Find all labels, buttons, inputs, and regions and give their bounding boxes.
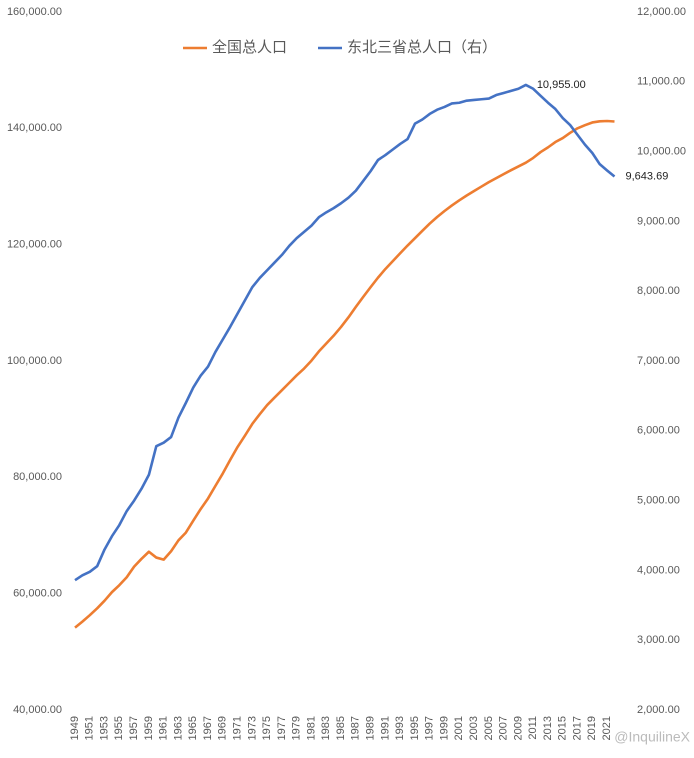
x-tick-label: 1949 [69,716,81,740]
y-tick-label: 80,000.00 [13,471,62,483]
legend-label: 东北三省总人口（右） [347,39,497,56]
y2-tick-label: 8,000.00 [637,285,680,297]
x-tick-label: 2019 [586,716,598,740]
x-tick-label: 1955 [113,716,125,740]
y2-tick-label: 4,000.00 [637,564,680,576]
x-tick-label: 1971 [231,716,243,740]
x-tick-label: 1983 [320,716,332,740]
y2-tick-label: 9,000.00 [637,215,680,227]
x-tick-label: 1995 [409,716,421,740]
y-tick-label: 60,000.00 [13,588,62,600]
x-tick-label: 1961 [158,716,170,740]
x-tick-label: 2007 [498,716,510,740]
y2-tick-label: 7,000.00 [637,355,680,367]
x-tick-label: 1977 [276,716,288,740]
x-tick-label: 2011 [527,716,539,740]
x-tick-label: 1973 [246,716,258,740]
x-tick-label: 1999 [438,716,450,740]
x-tick-label: 2015 [557,716,569,740]
x-tick-label: 1985 [335,716,347,740]
watermark: @InquilineX [614,729,690,745]
data-label: 10,955.00 [537,79,586,91]
x-tick-label: 1975 [261,716,273,740]
y2-tick-label: 3,000.00 [637,634,680,646]
x-tick-label: 1989 [365,716,377,740]
y-tick-label: 40,000.00 [13,704,62,716]
y2-tick-label: 2,000.00 [637,704,680,716]
y2-tick-label: 10,000.00 [637,146,686,158]
x-tick-label: 1957 [128,716,140,740]
y-tick-label: 100,000.00 [7,355,62,367]
series-line [74,119,615,629]
legend-label: 全国总人口 [212,38,287,56]
y-tick-label: 140,000.00 [7,122,62,134]
data-label: 9,643.69 [626,170,669,182]
x-tick-label: 2001 [453,716,465,740]
x-tick-label: 2009 [512,716,524,740]
x-tick-label: 1963 [172,716,184,740]
x-tick-label: 2013 [542,716,554,740]
x-tick-label: 1967 [202,716,214,740]
x-tick-label: 1991 [379,716,391,740]
y-tick-label: 120,000.00 [7,239,62,251]
x-tick-label: 2003 [468,716,480,740]
x-tick-label: 1981 [305,716,317,740]
x-tick-label: 2005 [483,716,495,740]
y2-tick-label: 11,000.00 [637,76,685,88]
x-tick-label: 1969 [217,716,229,740]
series-line [74,83,616,582]
y2-tick-label: 5,000.00 [637,495,680,507]
x-tick-label: 1993 [394,716,406,740]
y-tick-label: 160,000.00 [7,6,62,18]
y2-tick-label: 6,000.00 [637,425,680,437]
x-tick-label: 1997 [424,716,436,740]
x-tick-label: 1965 [187,716,199,740]
y2-tick-label: 12,000.00 [637,6,686,18]
x-tick-label: 2017 [571,716,583,740]
x-tick-label: 1953 [98,716,110,740]
x-tick-label: 1951 [84,716,96,740]
x-tick-label: 1979 [291,716,303,740]
x-tick-label: 2021 [601,716,613,740]
x-tick-label: 1959 [143,716,155,740]
x-tick-label: 1987 [350,716,362,740]
